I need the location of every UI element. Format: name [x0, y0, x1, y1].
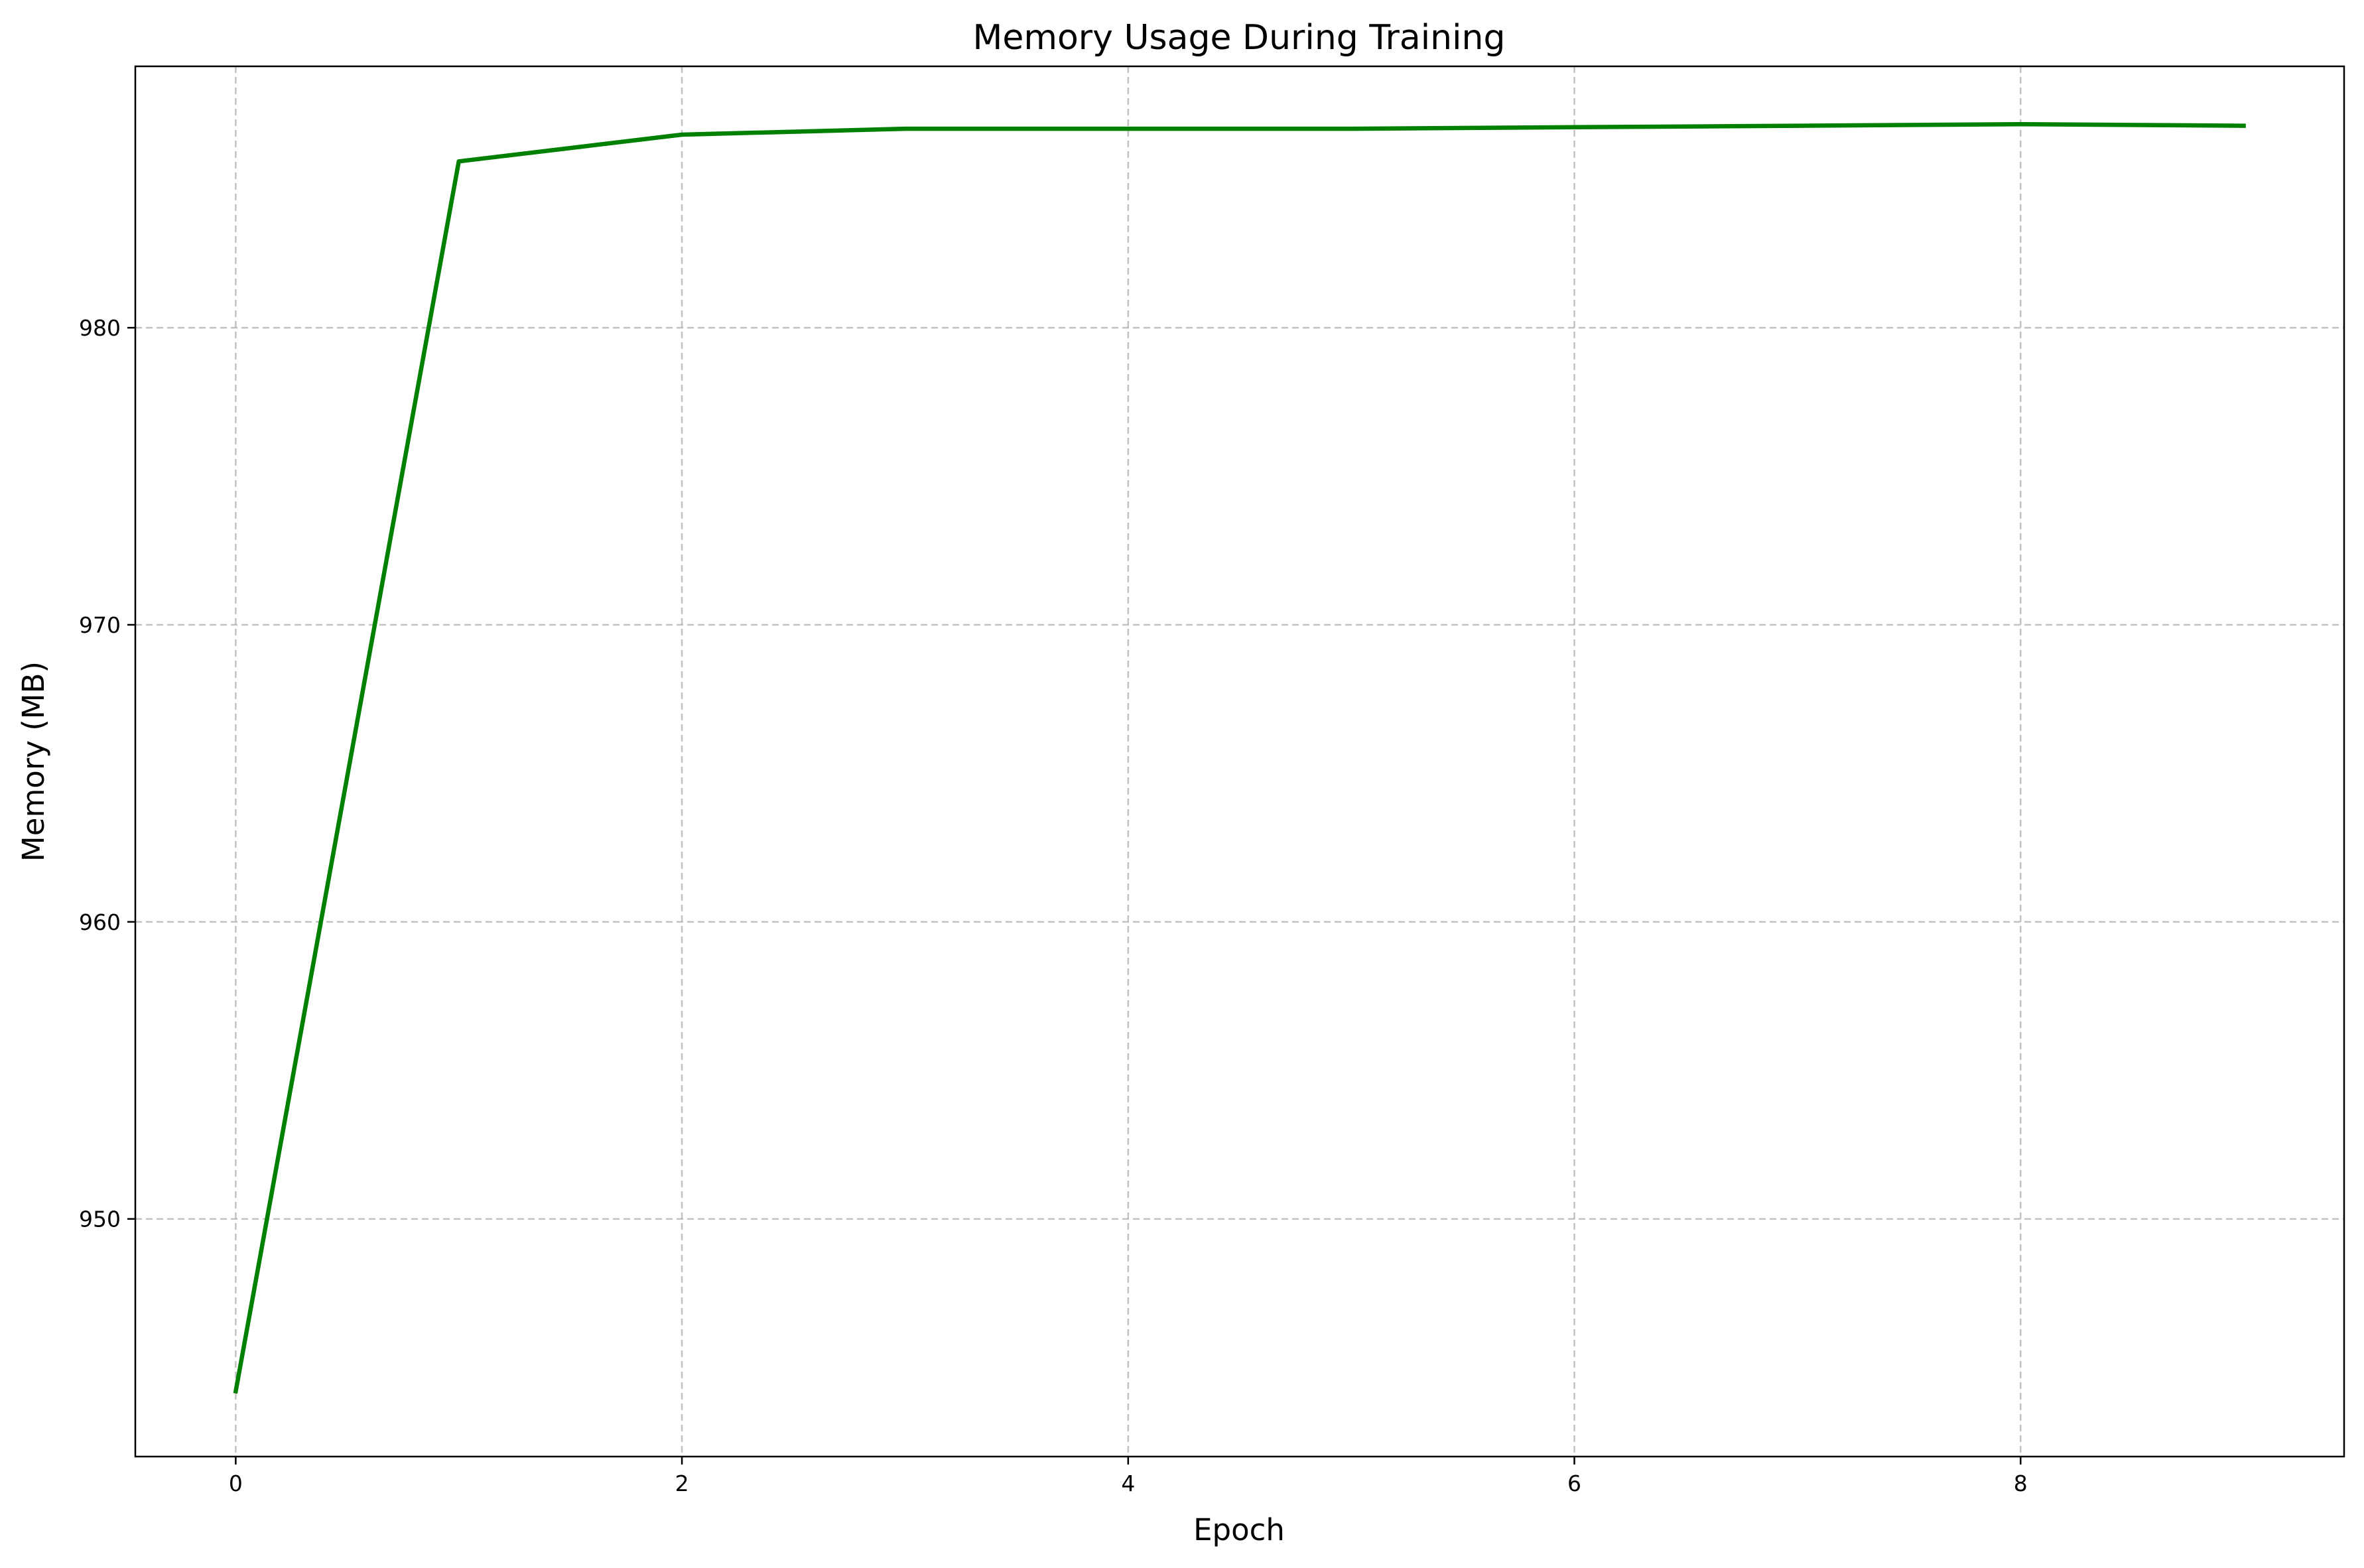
y-tick-label: 960 — [79, 909, 121, 935]
y-axis-ticks: 950 960 970 980 — [79, 315, 135, 1232]
y-axis-title: Memory (MB) — [16, 661, 51, 862]
chart-title: Memory Usage During Training — [972, 18, 1505, 58]
x-tick-label: 6 — [1567, 1470, 1581, 1496]
y-tick-label: 980 — [79, 315, 121, 341]
x-tick-label: 4 — [1121, 1470, 1135, 1496]
y-tick-label: 970 — [79, 612, 121, 638]
y-tick-label: 950 — [79, 1207, 121, 1232]
x-tick-label: 0 — [229, 1470, 243, 1496]
x-tick-label: 2 — [675, 1470, 689, 1496]
plot-frame — [134, 65, 2345, 1458]
x-tick-label: 8 — [2014, 1470, 2028, 1496]
series-line — [233, 122, 2246, 1394]
x-axis-title: Epoch — [1193, 1512, 1285, 1547]
x-axis-ticks: 0 2 4 6 8 — [229, 1457, 2028, 1496]
grid-layer — [135, 66, 2344, 1457]
series-layer — [233, 122, 2246, 1394]
